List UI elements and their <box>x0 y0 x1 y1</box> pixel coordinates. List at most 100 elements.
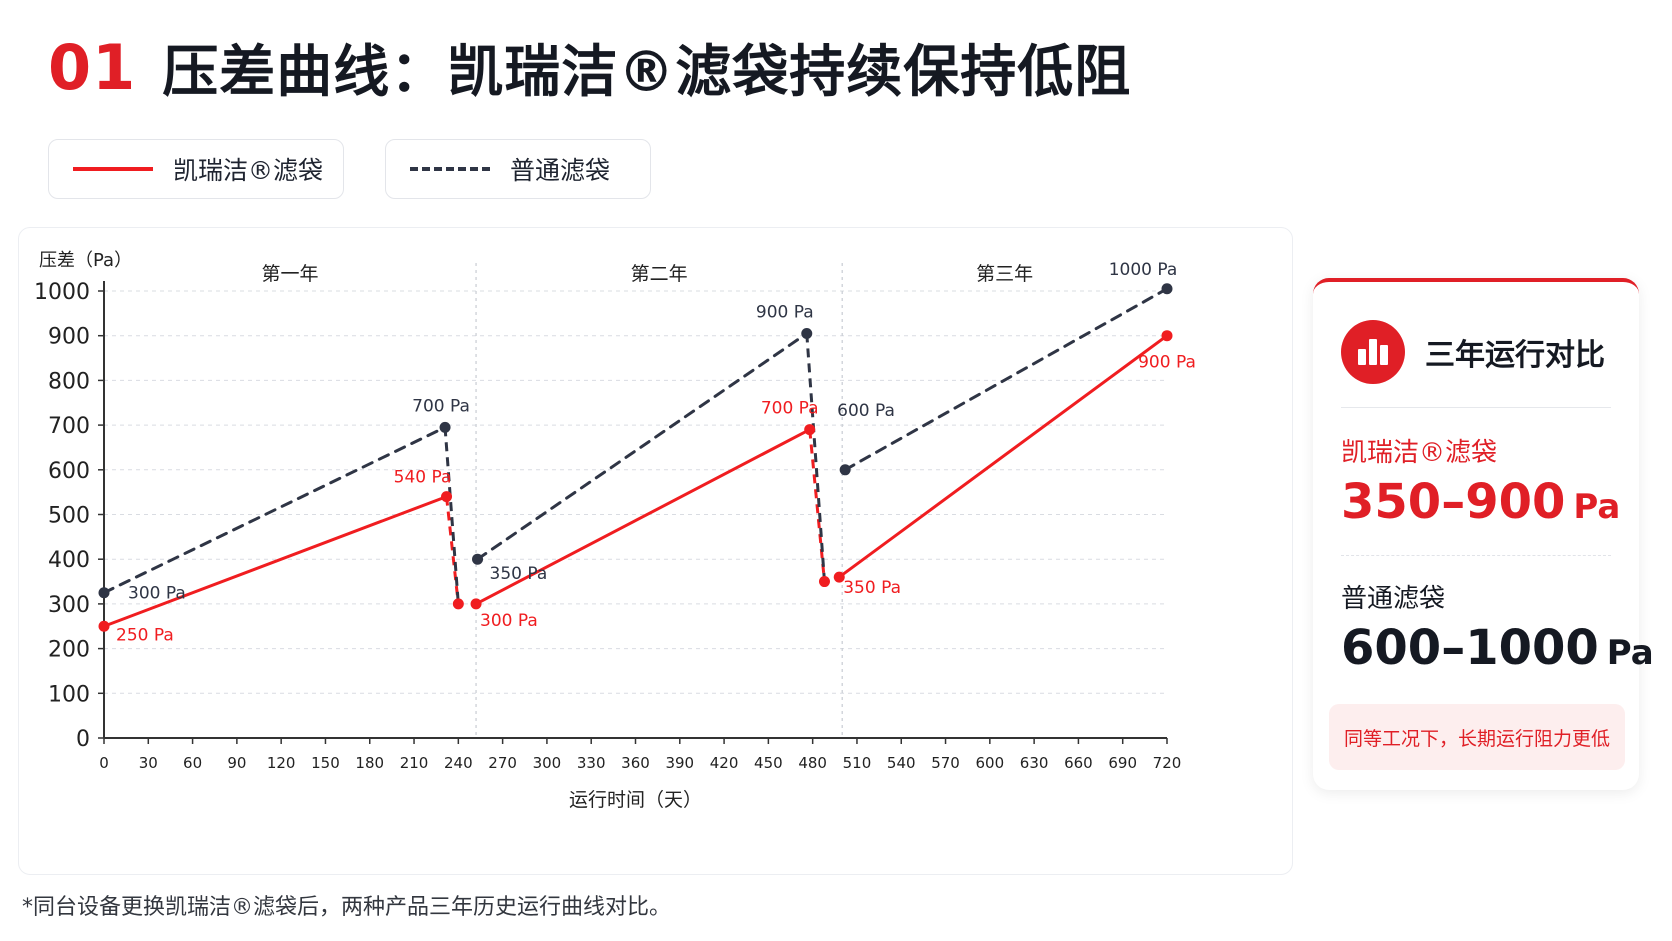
x-tick-label: 570 <box>931 754 960 772</box>
product-b-range-value: 600–1000 <box>1341 620 1599 676</box>
x-tick-label: 480 <box>798 754 827 772</box>
data-label: 900 Pa <box>1138 353 1196 373</box>
x-tick-label: 720 <box>1153 754 1182 772</box>
y-tick-label: 600 <box>48 459 90 484</box>
conclusion-note: 同等工况下，长期运行阻力更低 <box>1329 704 1625 770</box>
period-label: 第一年 <box>262 263 319 285</box>
product-a-unit: Pa <box>1573 487 1621 527</box>
data-point <box>801 327 813 339</box>
x-tick-label: 390 <box>665 754 694 772</box>
series-lines <box>102 287 1169 628</box>
data-points <box>98 283 1173 632</box>
y-tick-label: 500 <box>48 504 90 529</box>
footnote: *同台设备更换凯瑞洁®滤袋后，两种产品三年历史运行曲线对比。 <box>22 895 672 920</box>
data-label: 300 Pa <box>128 584 186 604</box>
data-point <box>804 424 816 436</box>
x-tick-label: 210 <box>400 754 429 772</box>
reset-drop-line <box>443 427 460 605</box>
chart-card: 第一年 第二年 第三年 0 100 200 300 400 500 600 700 800 900 10… <box>18 227 1293 875</box>
x-tick-label: 540 <box>887 754 916 772</box>
product-b-name: 普通滤袋 <box>1341 584 1446 614</box>
series-line-segment <box>102 425 447 595</box>
x-tick-label: 180 <box>355 754 384 772</box>
data-point <box>439 421 451 433</box>
y-tick-label: 900 <box>48 325 90 350</box>
reset-drop-line <box>808 429 826 582</box>
x-tick-label: 240 <box>444 754 473 772</box>
legend-solid-line <box>73 167 153 171</box>
product-a-range: 350–900 Pa <box>1341 474 1620 530</box>
period-label: 第二年 <box>631 263 688 285</box>
data-label: 250 Pa <box>116 625 174 645</box>
product-a-range-value: 350–900 <box>1341 474 1566 530</box>
data-label: 1000 Pa <box>1109 260 1178 280</box>
data-label: 600 Pa <box>837 401 895 421</box>
x-tick-label: 600 <box>976 754 1005 772</box>
section-number: 01 <box>48 30 137 104</box>
x-tick-label: 450 <box>754 754 783 772</box>
legend-dashed-line <box>410 167 490 171</box>
y-tick-label: 200 <box>48 638 90 663</box>
x-tick-label: 60 <box>183 754 202 772</box>
x-tick-label: 360 <box>621 754 650 772</box>
data-point <box>98 620 110 632</box>
bar-chart-icon <box>1341 320 1405 384</box>
x-tick-label: 420 <box>710 754 739 772</box>
x-tick-label: 630 <box>1020 754 1049 772</box>
product-a-name: 凯瑞洁®滤袋 <box>1341 438 1498 468</box>
data-label: 540 Pa <box>394 468 452 488</box>
data-label: 300 Pa <box>480 611 538 631</box>
page-header: 01 压差曲线：凯瑞洁®滤袋持续保持低阻 <box>48 22 1131 112</box>
x-tick-label: 150 <box>311 754 340 772</box>
comparison-header: 三年运行对比 <box>1341 320 1605 384</box>
series-line-segment <box>843 287 1169 472</box>
data-label: 900 Pa <box>756 302 814 322</box>
reset-drop-line <box>445 496 460 605</box>
page-title: 压差曲线：凯瑞洁®滤袋持续保持低阻 <box>162 39 1132 105</box>
product-b-range: 600–1000 Pa <box>1341 620 1654 676</box>
data-point <box>441 491 453 503</box>
x-tick-label: 0 <box>99 754 109 772</box>
data-labels: 250 Pa 540 Pa 300 Pa 700 Pa 350 Pa 900 Pa 300 … <box>116 260 1196 645</box>
x-tick-label: 270 <box>488 754 517 772</box>
x-tick-label: 510 <box>843 754 872 772</box>
series-line-segment <box>476 331 809 561</box>
legend-label: 凯瑞洁®滤袋 <box>173 156 324 185</box>
data-label: 700 Pa <box>761 399 819 419</box>
series-line-segment <box>837 334 1169 579</box>
axes: 0 100 200 300 400 500 600 700 800 900 1000 0 30 60 90 1… <box>34 250 1181 811</box>
data-point <box>1161 283 1173 295</box>
y-tick-label: 0 <box>76 727 90 752</box>
x-axis-title: 运行时间（天） <box>569 789 702 811</box>
period-label: 第三年 <box>976 263 1033 285</box>
data-point <box>1161 330 1173 342</box>
data-label: 350 Pa <box>843 578 901 598</box>
reset-drop-line <box>805 333 826 582</box>
y-tick-label: 400 <box>48 548 90 573</box>
data-point <box>470 598 482 610</box>
data-label: 350 Pa <box>490 564 548 584</box>
data-point <box>818 576 830 588</box>
product-b-unit: Pa <box>1606 633 1654 673</box>
y-axis-title: 压差（Pa） <box>39 250 132 271</box>
data-point <box>98 587 110 599</box>
series-line-segment <box>102 495 449 628</box>
series-line-segment <box>474 428 812 606</box>
data-point <box>833 571 845 583</box>
y-tick-label: 1000 <box>34 280 90 305</box>
x-tick-label: 660 <box>1064 754 1093 772</box>
grid-lines <box>104 290 1167 694</box>
data-point <box>472 553 484 565</box>
y-tick-label: 100 <box>48 682 90 707</box>
comparison-card: 三年运行对比 凯瑞洁®滤袋 350–900 Pa 普通滤袋 600–1000 Pa … <box>1313 278 1654 790</box>
period-dividers: 第一年 第二年 第三年 <box>262 263 1033 738</box>
x-tick-label: 90 <box>227 754 246 772</box>
legend-label: 普通滤袋 <box>510 156 611 185</box>
y-tick-label: 300 <box>48 593 90 618</box>
x-tick-label: 30 <box>139 754 158 772</box>
x-tick-label: 330 <box>577 754 606 772</box>
y-tick-label: 700 <box>48 414 90 439</box>
legend-item-kairuijie: 凯瑞洁®滤袋 <box>48 139 344 199</box>
x-tick-label: 300 <box>533 754 562 772</box>
data-label: 700 Pa <box>412 396 470 416</box>
